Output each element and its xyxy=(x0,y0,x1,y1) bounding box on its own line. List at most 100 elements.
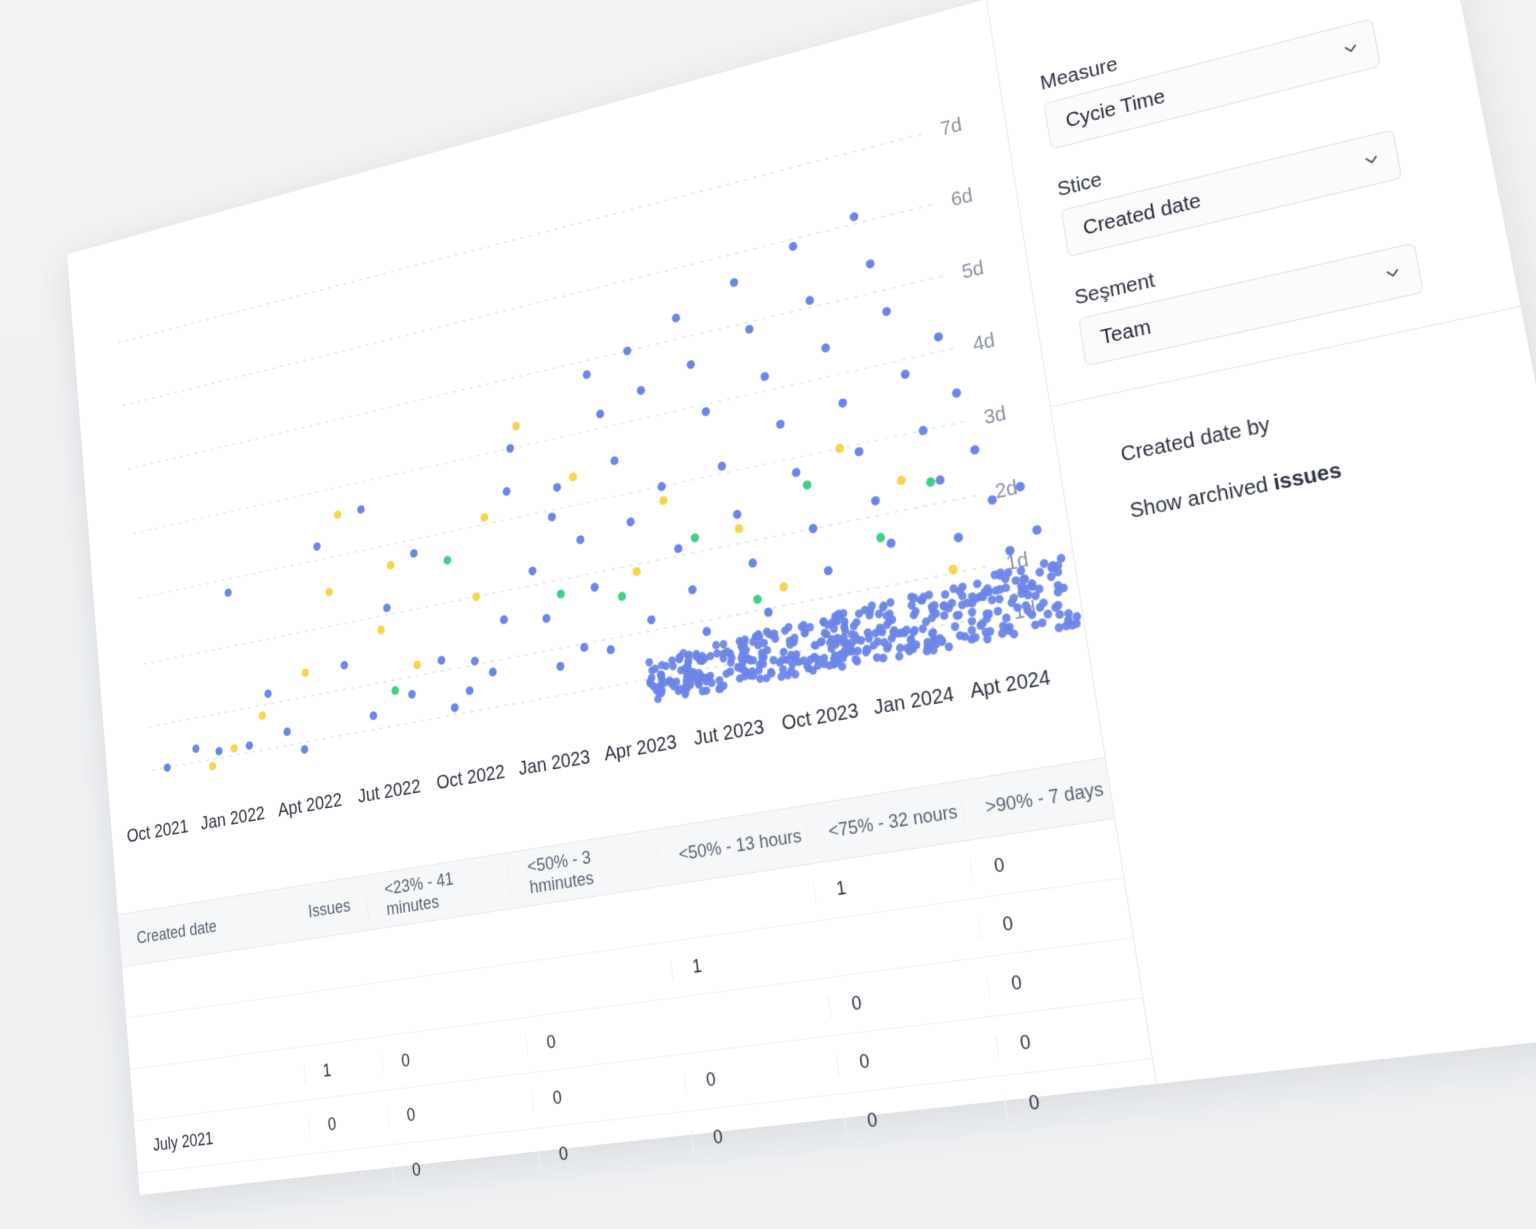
table-cell: 0 xyxy=(970,837,1121,881)
data-point xyxy=(926,476,936,487)
data-point xyxy=(1064,608,1074,618)
header-created-date: Created date xyxy=(119,905,290,951)
table-cell: 0 xyxy=(537,1129,693,1167)
table-cell: 0 xyxy=(987,956,1140,998)
x-tick-label: Jut 2022 xyxy=(357,776,422,808)
data-point xyxy=(383,603,391,613)
y-tick-label: 2d xyxy=(994,478,1019,504)
data-point xyxy=(258,711,266,721)
header-p75: <75% - 32 nours xyxy=(805,800,964,846)
gridline xyxy=(123,203,938,405)
data-point xyxy=(245,741,253,751)
data-point xyxy=(215,746,223,756)
data-point xyxy=(413,660,421,670)
data-point xyxy=(410,548,418,558)
data-point xyxy=(995,594,1005,604)
data-point xyxy=(791,467,801,478)
data-point xyxy=(972,579,982,589)
data-point xyxy=(1032,524,1043,535)
data-point xyxy=(835,443,845,454)
data-point xyxy=(854,446,864,457)
data-point xyxy=(808,523,818,534)
data-point xyxy=(886,538,896,549)
data-point xyxy=(556,661,565,671)
data-point xyxy=(933,331,943,342)
y-tick-label: 4d xyxy=(972,330,997,356)
data-point xyxy=(283,727,291,737)
data-point xyxy=(264,689,272,699)
data-point xyxy=(224,588,232,598)
data-point xyxy=(357,505,365,515)
x-tick-label: Apr 2023 xyxy=(603,732,678,766)
show-archived-toggle[interactable]: Show archived issues xyxy=(1128,459,1343,524)
table-cell: 0 xyxy=(531,1072,686,1111)
slice-value: Created date xyxy=(1082,189,1203,240)
data-point xyxy=(686,359,695,370)
table-cell xyxy=(377,990,521,1010)
data-point xyxy=(488,667,497,677)
data-point xyxy=(702,626,711,637)
data-point xyxy=(391,685,399,695)
data-point xyxy=(576,535,585,545)
data-point xyxy=(729,277,738,288)
data-point xyxy=(701,406,710,417)
data-point xyxy=(340,660,348,670)
data-point xyxy=(802,480,812,491)
table-cell xyxy=(372,936,515,957)
chevron-down-icon xyxy=(1339,37,1362,60)
gridline xyxy=(118,133,927,343)
table-cell xyxy=(140,1181,314,1200)
x-tick-label: Oct 2023 xyxy=(780,700,859,735)
y-tick-label: 5d xyxy=(961,257,986,283)
header-issues: Issues xyxy=(289,893,368,925)
table-cell: 1 xyxy=(813,858,973,903)
data-point xyxy=(779,582,789,593)
data-point xyxy=(940,589,949,599)
scatter-chart: 1d1d2d3d4d5d6d7dOct 2021Jan 2022Apt 2022… xyxy=(72,75,1098,878)
data-point xyxy=(163,763,171,773)
data-point xyxy=(865,259,875,270)
table-cell: 1 xyxy=(303,1053,383,1083)
data-point xyxy=(849,211,859,222)
data-point xyxy=(647,615,656,625)
data-point xyxy=(838,398,848,409)
data-point xyxy=(301,668,309,678)
table-cell xyxy=(822,928,980,949)
x-tick-label: Jan 2024 xyxy=(872,683,955,719)
data-point xyxy=(918,425,928,436)
data-point xyxy=(876,532,886,543)
table-cell: 0 xyxy=(525,1015,679,1056)
data-point xyxy=(717,461,726,472)
data-point xyxy=(823,565,833,576)
table-cell xyxy=(678,1007,829,1026)
data-point xyxy=(671,313,680,323)
table-cell xyxy=(515,914,665,936)
x-tick-label: Apt 2024 xyxy=(969,667,1053,704)
data-point xyxy=(882,306,892,317)
perspective-stage: 1d 1d 2d 3d 4d 5d 6d 7d Oct 2021 Jan 2022 Apt 2022… xyxy=(0,0,1536,1024)
scatter-chart-svg: 1d1d2d3d4d5d6d7dOct 2021Jan 2022Apt 2022… xyxy=(72,75,1098,878)
data-point xyxy=(776,419,786,430)
x-tick-label: Jan 2023 xyxy=(518,747,592,780)
data-point xyxy=(1043,609,1053,619)
data-point xyxy=(610,455,619,465)
data-point xyxy=(472,592,481,602)
data-point xyxy=(590,582,599,592)
data-point xyxy=(450,703,459,713)
chevron-down-icon xyxy=(1360,149,1383,172)
data-point xyxy=(528,566,537,576)
chevron-down-icon xyxy=(1381,262,1404,285)
data-point xyxy=(1002,613,1012,623)
data-point xyxy=(369,711,377,721)
table-cell: 1 xyxy=(670,938,823,980)
data-point xyxy=(821,342,831,353)
data-point xyxy=(895,651,904,661)
data-point xyxy=(935,475,945,486)
table-cell xyxy=(132,1073,304,1095)
data-point xyxy=(334,510,342,520)
table-cell: 0 xyxy=(1004,1078,1159,1118)
data-point xyxy=(951,388,961,399)
show-archived-label: Show archived xyxy=(1128,473,1269,523)
data-point xyxy=(542,613,551,623)
data-point xyxy=(953,532,963,543)
